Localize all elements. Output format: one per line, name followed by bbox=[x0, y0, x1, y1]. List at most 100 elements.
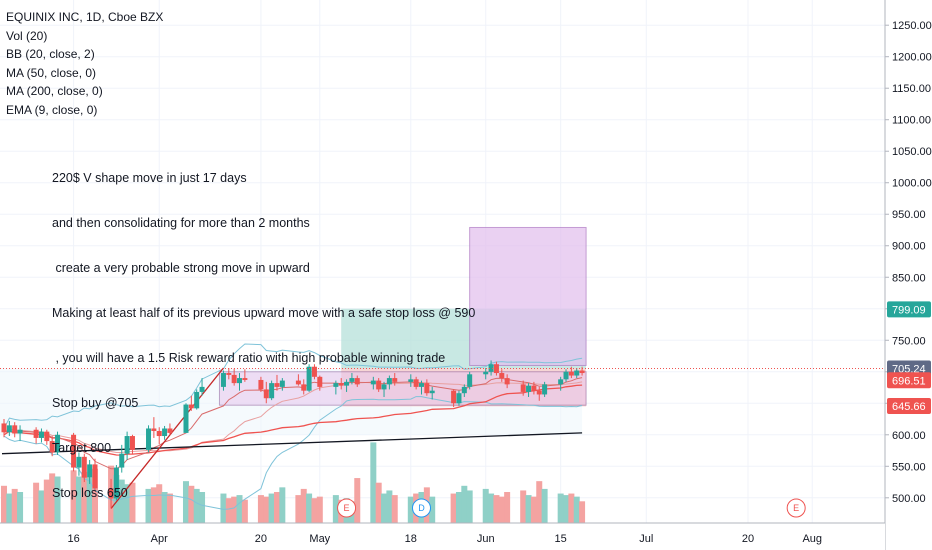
candle-body bbox=[499, 373, 505, 379]
candle-body bbox=[520, 384, 526, 392]
candle-body bbox=[451, 390, 457, 404]
volume-bar bbox=[579, 501, 586, 523]
candle-body bbox=[461, 386, 467, 394]
note-line: Stop buy @705 bbox=[52, 396, 139, 410]
volume-bar bbox=[332, 495, 339, 523]
volume-bar bbox=[182, 481, 189, 523]
candle-body bbox=[188, 404, 194, 409]
price-tag-label: 645.66 bbox=[892, 401, 926, 413]
candle-body bbox=[526, 385, 532, 392]
candle-body bbox=[6, 425, 12, 433]
note-line: , you will have a 1.5 Risk reward ratio … bbox=[52, 351, 446, 365]
candle-body bbox=[392, 378, 398, 382]
candle-body bbox=[317, 376, 323, 387]
legend-ma200[interactable]: MA (200, close, 0) bbox=[6, 84, 103, 98]
volume-bar bbox=[568, 493, 575, 523]
candle-body bbox=[263, 389, 269, 399]
x-tick-label: Jul bbox=[639, 533, 653, 545]
volume-bar bbox=[504, 492, 511, 523]
price-tag-label: 799.09 bbox=[892, 304, 926, 316]
candle-body bbox=[119, 453, 125, 468]
volume-bar bbox=[316, 496, 323, 523]
chart-legend: EQUINIX INC, 1D, Cboe BZX Vol (20) BB (2… bbox=[6, 8, 163, 119]
candle-body bbox=[81, 456, 87, 478]
note-line: Stop loss 650 bbox=[52, 486, 128, 500]
candle-body bbox=[76, 456, 82, 468]
x-tick-label: Aug bbox=[802, 533, 822, 545]
candle-body bbox=[413, 379, 419, 387]
volume-bar bbox=[17, 492, 24, 523]
event-marker bbox=[786, 498, 806, 518]
legend-bb[interactable]: BB (20, close, 2) bbox=[6, 47, 95, 61]
legend-vol[interactable]: Vol (20) bbox=[6, 28, 48, 43]
candle-body bbox=[167, 428, 173, 433]
volume-bar bbox=[488, 493, 495, 523]
volume-bar bbox=[11, 488, 18, 523]
bb-basis-line bbox=[3, 381, 583, 453]
volume-bar bbox=[498, 496, 505, 523]
price-tag bbox=[887, 372, 931, 389]
volume-bar bbox=[525, 495, 532, 523]
volume-bar bbox=[407, 496, 414, 523]
y-tick-label: 750.00 bbox=[892, 335, 926, 347]
volume-bar bbox=[273, 492, 280, 523]
volume-bar bbox=[257, 495, 264, 523]
candle-body bbox=[231, 374, 237, 384]
volume-bar bbox=[263, 496, 270, 523]
candle-body bbox=[542, 384, 548, 395]
candle-body bbox=[129, 436, 135, 450]
x-tick-label: 16 bbox=[67, 533, 79, 545]
candle-body bbox=[424, 383, 430, 394]
volume-bar bbox=[231, 496, 238, 523]
candle-body bbox=[38, 431, 44, 438]
candle-body bbox=[306, 366, 312, 391]
y-tick-label: 500.00 bbox=[892, 493, 926, 505]
note-line: Making at least half of its previous upw… bbox=[52, 306, 476, 320]
candle-body bbox=[194, 391, 200, 409]
y-tick-label: 1250.00 bbox=[892, 20, 932, 32]
volume-bar bbox=[493, 495, 500, 523]
volume-bar bbox=[375, 482, 382, 523]
volume-bar bbox=[1, 485, 7, 523]
candle-body bbox=[338, 383, 344, 386]
x-tick-label: 15 bbox=[555, 533, 567, 545]
volume-bar bbox=[279, 487, 286, 523]
volume-bar bbox=[311, 498, 318, 523]
candle-body bbox=[370, 380, 376, 385]
candle-body bbox=[429, 390, 435, 394]
candle-body bbox=[354, 378, 360, 385]
trade-note[interactable]: 220$ V shape move in just 17 days and th… bbox=[52, 141, 475, 531]
volume-bar bbox=[461, 485, 468, 523]
y-tick-label: 950.00 bbox=[892, 209, 926, 221]
candle-body bbox=[568, 371, 574, 376]
note-line: and then consolidating for more than 2 m… bbox=[52, 216, 310, 230]
legend-ma50[interactable]: MA (50, close, 0) bbox=[6, 65, 97, 80]
candle-body bbox=[33, 429, 39, 438]
note-line: 220$ V shape move in just 17 days bbox=[52, 171, 247, 185]
volume-bar bbox=[6, 493, 13, 523]
candle-body bbox=[12, 425, 18, 434]
candle-body bbox=[55, 434, 61, 453]
event-label: E bbox=[793, 503, 799, 513]
volume-bar bbox=[429, 496, 436, 523]
volume-bar bbox=[225, 498, 232, 523]
volume-bar bbox=[161, 492, 168, 523]
candle-body bbox=[17, 429, 23, 434]
volume-bar bbox=[520, 490, 527, 523]
volume-bar bbox=[455, 492, 462, 523]
x-tick-label: Apr bbox=[151, 533, 168, 545]
y-tick-label: 900.00 bbox=[892, 241, 926, 253]
y-tick-label: 1000.00 bbox=[892, 178, 932, 190]
candle-body bbox=[220, 373, 226, 387]
legend-ema9[interactable]: EMA (9, close, 0) bbox=[6, 102, 98, 117]
volume-bar bbox=[300, 488, 307, 523]
candle-body bbox=[124, 436, 130, 454]
price-tag-label: 696.51 bbox=[892, 375, 926, 387]
volume-bar bbox=[129, 482, 136, 523]
volume-bar bbox=[199, 492, 206, 523]
legend-title[interactable]: EQUINIX INC, 1D, Cboe BZX bbox=[6, 10, 164, 24]
volume-bar bbox=[145, 488, 152, 523]
volume-bar bbox=[75, 476, 82, 523]
